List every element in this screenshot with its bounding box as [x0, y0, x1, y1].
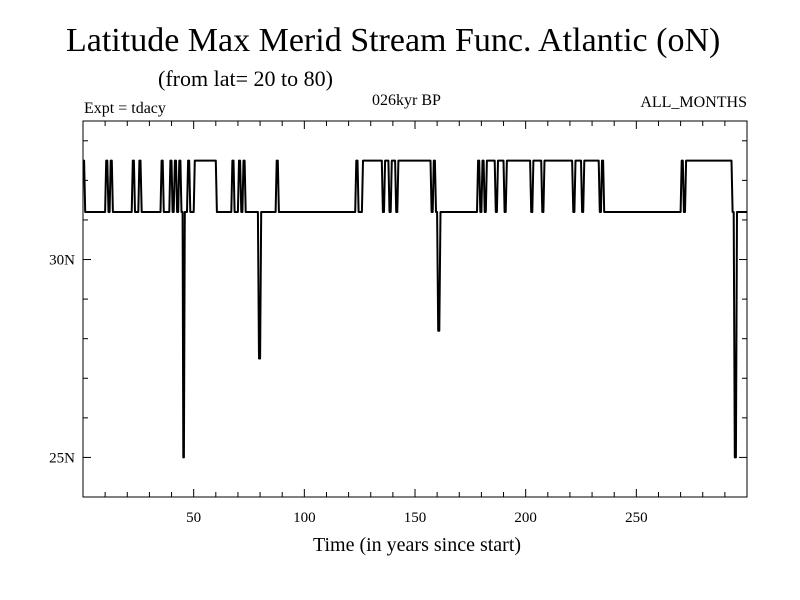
period-label: 026kyr BP [372, 92, 441, 109]
months-label: ALL_MONTHS [640, 94, 747, 111]
x-tick-label: 200 [514, 510, 537, 526]
axis-tick-labels: 50 100 150 200 250 25N 30N [49, 253, 647, 526]
x-axis-label: Time (in years since start) [313, 534, 521, 556]
x-tick-label: 150 [404, 510, 427, 526]
x-tick-label: 250 [625, 510, 648, 526]
y-tick-label: 30N [49, 253, 75, 269]
x-tick-label: 50 [186, 510, 201, 526]
plot-frame [82, 120, 748, 498]
experiment-label: Expt = tdacy [84, 100, 166, 117]
x-tick-label: 100 [293, 510, 316, 526]
plot-series [83, 159, 747, 459]
y-tick-label: 25N [49, 450, 75, 466]
chart-title: Latitude Max Merid Stream Func. Atlantic… [66, 22, 721, 59]
chart-subtitle: (from lat= 20 to 80) [158, 66, 333, 91]
series-line [83, 159, 747, 459]
